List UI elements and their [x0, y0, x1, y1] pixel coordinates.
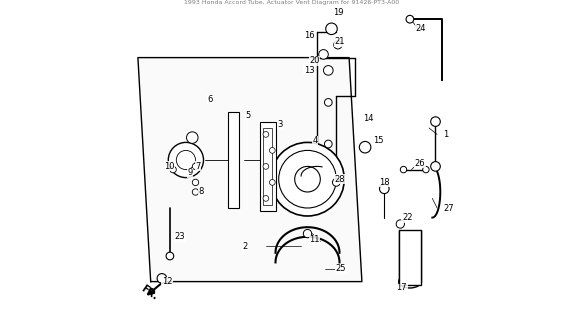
- Circle shape: [271, 142, 345, 216]
- Circle shape: [269, 148, 275, 153]
- Text: 20: 20: [309, 56, 319, 65]
- Text: 3: 3: [278, 120, 283, 129]
- Circle shape: [333, 41, 342, 49]
- Circle shape: [157, 274, 167, 283]
- Circle shape: [269, 180, 275, 185]
- Circle shape: [380, 184, 389, 194]
- Text: 7: 7: [195, 162, 201, 171]
- Circle shape: [263, 132, 269, 137]
- Circle shape: [263, 196, 269, 201]
- Circle shape: [431, 117, 440, 126]
- Circle shape: [431, 162, 440, 171]
- Text: 25: 25: [336, 264, 346, 273]
- Circle shape: [166, 252, 174, 260]
- Text: 2: 2: [243, 242, 248, 251]
- Text: 23: 23: [175, 232, 185, 241]
- Text: 17: 17: [396, 284, 407, 292]
- Circle shape: [187, 132, 198, 143]
- Text: 27: 27: [444, 204, 454, 212]
- Circle shape: [332, 179, 340, 186]
- Text: 21: 21: [335, 37, 345, 46]
- Circle shape: [279, 150, 336, 208]
- Text: 11: 11: [309, 236, 319, 244]
- Text: 13: 13: [304, 66, 314, 75]
- Bar: [227, 112, 238, 208]
- Circle shape: [192, 179, 199, 186]
- Text: 5: 5: [245, 111, 251, 120]
- Circle shape: [396, 220, 405, 228]
- Circle shape: [319, 50, 328, 59]
- Bar: [399, 230, 421, 285]
- Circle shape: [176, 150, 195, 170]
- Circle shape: [192, 163, 199, 170]
- Circle shape: [326, 23, 337, 35]
- Text: 9: 9: [187, 168, 192, 177]
- Text: 19: 19: [333, 8, 343, 17]
- Polygon shape: [138, 58, 362, 282]
- Circle shape: [359, 141, 371, 153]
- Circle shape: [401, 166, 407, 173]
- Circle shape: [170, 166, 176, 173]
- Text: 6: 6: [207, 95, 213, 104]
- Text: 12: 12: [162, 277, 173, 286]
- Text: 22: 22: [402, 213, 412, 222]
- Circle shape: [325, 140, 332, 148]
- Text: 26: 26: [415, 159, 426, 168]
- Circle shape: [294, 166, 320, 192]
- Circle shape: [168, 142, 203, 178]
- Circle shape: [192, 189, 199, 195]
- Circle shape: [263, 164, 269, 169]
- Circle shape: [325, 99, 332, 106]
- Bar: [263, 128, 272, 205]
- Text: 18: 18: [380, 178, 390, 187]
- Text: 1993 Honda Accord Tube, Actuator Vent Diagram for 91426-PT3-A00: 1993 Honda Accord Tube, Actuator Vent Di…: [184, 0, 399, 5]
- Bar: [259, 122, 276, 211]
- Text: 24: 24: [416, 24, 426, 33]
- Ellipse shape: [399, 275, 421, 288]
- Text: 8: 8: [198, 188, 203, 196]
- Circle shape: [324, 66, 333, 75]
- Circle shape: [423, 166, 429, 173]
- Text: 4: 4: [312, 136, 318, 145]
- Circle shape: [406, 15, 414, 23]
- Text: 10: 10: [164, 162, 175, 171]
- Circle shape: [303, 229, 312, 238]
- Text: 14: 14: [363, 114, 374, 123]
- Text: 15: 15: [373, 136, 384, 145]
- Text: FR.: FR.: [139, 284, 159, 302]
- Text: 1: 1: [444, 130, 449, 139]
- Text: 28: 28: [335, 175, 345, 184]
- Text: 16: 16: [304, 31, 314, 40]
